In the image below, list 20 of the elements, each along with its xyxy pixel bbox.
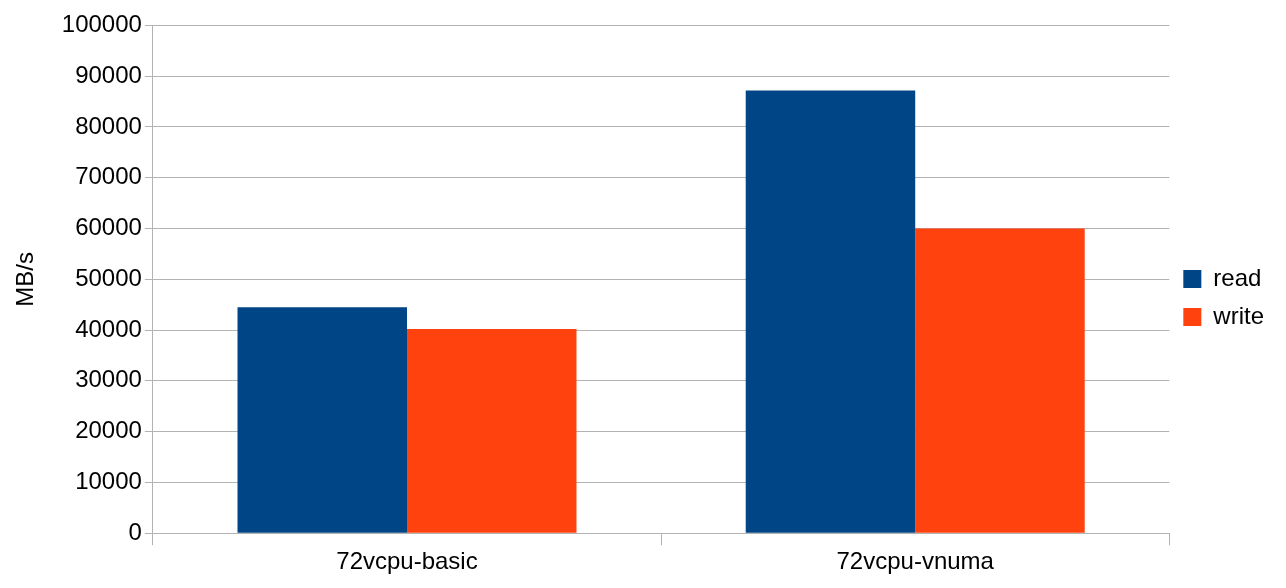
x-tick-label: 72vcpu-basic: [336, 547, 478, 575]
bar: [745, 90, 916, 533]
legend-label: read: [1213, 263, 1262, 291]
bar: [915, 228, 1085, 533]
y-tick-label: 60000: [75, 213, 142, 241]
y-tick-label: 30000: [75, 365, 142, 393]
y-axis-title: MB/s: [11, 251, 39, 307]
y-tick-label: 0: [128, 517, 142, 545]
y-tick-label: 100000: [61, 10, 142, 38]
y-tick-label: 80000: [75, 111, 142, 139]
y-tick-label: 20000: [75, 416, 142, 444]
bar: [407, 329, 577, 533]
x-tick-label: 72vcpu-vnuma: [836, 547, 995, 575]
bar: [237, 307, 407, 533]
y-tick-label: 70000: [75, 162, 142, 190]
y-tick-label: 40000: [75, 314, 142, 342]
y-tick-label: 90000: [75, 60, 142, 88]
y-tick-label: 50000: [75, 263, 142, 291]
legend-label: write: [1212, 301, 1264, 329]
y-tick-label: 10000: [75, 467, 142, 495]
